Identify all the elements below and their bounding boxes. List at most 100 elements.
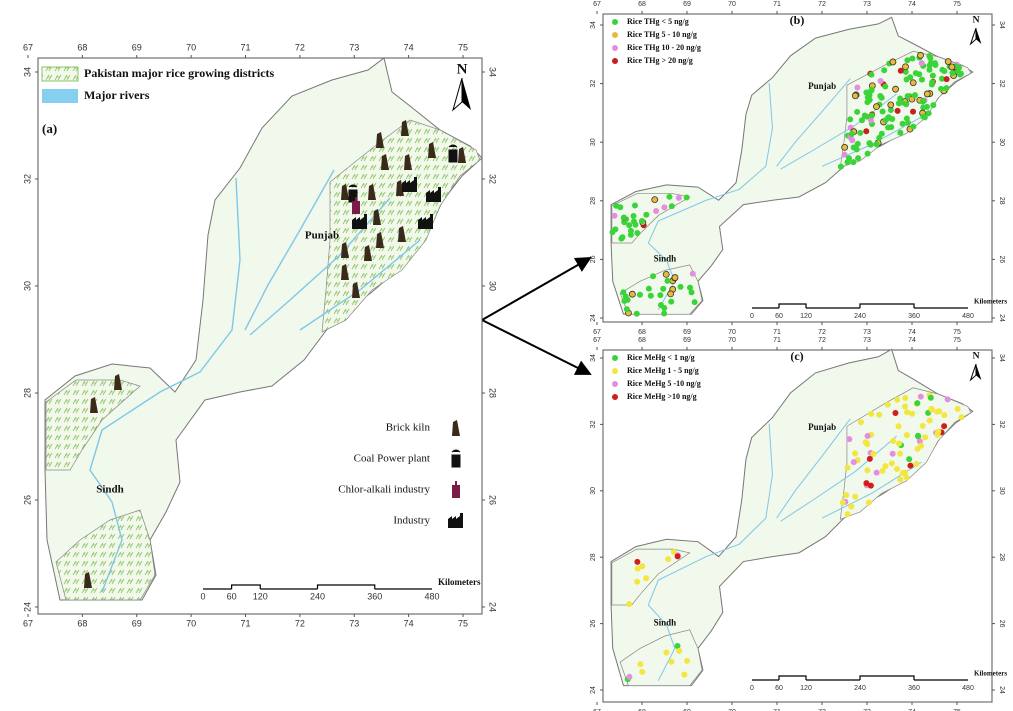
scale-label: 0 — [750, 685, 754, 692]
lon-tick-label: 72 — [818, 329, 826, 336]
sample-point — [864, 433, 871, 440]
lat-tick-label: 34 — [998, 21, 1005, 29]
sample-point — [877, 93, 884, 100]
sample-point — [906, 456, 913, 463]
sample-point — [903, 474, 910, 481]
sample-point — [637, 661, 644, 668]
scale-label: 240 — [854, 685, 866, 692]
scale-segment — [778, 303, 807, 308]
lat-tick-label: 24 — [22, 602, 32, 612]
brick-kiln-icon — [376, 132, 384, 148]
sample-point — [660, 285, 667, 292]
sample-point — [677, 283, 684, 290]
lat-tick-label: 30 — [590, 138, 597, 146]
sample-point — [895, 423, 902, 430]
sample-point — [892, 410, 899, 417]
scale-label: 480 — [424, 591, 439, 601]
brick-kiln-icon — [352, 282, 360, 298]
scale-unit: Kilometers — [438, 577, 481, 587]
lat-tick-label: 28 — [590, 197, 597, 205]
lon-tick-label: 74 — [404, 618, 414, 628]
lon-tick-label: 70 — [728, 709, 736, 711]
sample-point — [911, 92, 918, 99]
sample-point — [650, 273, 657, 280]
lat-tick-label: 26 — [998, 620, 1005, 628]
brick-kiln-icon — [114, 374, 122, 390]
sample-point — [634, 565, 641, 572]
brick-kiln-icon — [341, 264, 349, 280]
sample-point — [852, 493, 859, 500]
lat-tick-label: 26 — [590, 255, 597, 263]
sample-point — [918, 442, 925, 449]
sample-point — [839, 499, 846, 506]
sample-point — [927, 394, 934, 401]
sample-point — [850, 459, 857, 466]
sample-point — [873, 103, 880, 111]
sample-point — [904, 409, 911, 416]
lon-tick-label: 73 — [863, 709, 871, 711]
sample-point — [674, 553, 681, 560]
legend-label: Rice THg < 5 ng/g — [627, 17, 689, 26]
sample-point — [668, 203, 675, 210]
north-arrow — [976, 28, 982, 44]
sample-point — [665, 556, 672, 563]
region-label: Sindh — [654, 618, 677, 628]
legend-label: Rice MeHg 5 -10 ng/g — [627, 379, 701, 388]
sample-point — [847, 116, 854, 123]
sample-point — [661, 204, 668, 211]
sample-point — [844, 464, 851, 471]
sample-point — [684, 657, 691, 664]
lat-tick-label: 30 — [590, 487, 597, 495]
region-label: Sindh — [96, 484, 124, 496]
industry-icon — [448, 513, 463, 528]
sample-point — [873, 141, 880, 148]
north-label: N — [972, 14, 979, 25]
sample-point — [890, 438, 897, 445]
sample-point — [922, 434, 929, 441]
sample-point — [621, 219, 628, 226]
sample-point — [664, 277, 671, 284]
brick-kiln-icon — [90, 397, 98, 413]
region-label: Sindh — [654, 253, 677, 263]
region-label: Punjab — [808, 81, 836, 91]
lon-tick-label: 71 — [240, 42, 250, 52]
brick-kiln-icon — [428, 142, 436, 158]
legend-swatch — [612, 394, 618, 400]
sample-point — [904, 57, 911, 64]
scale-label: 480 — [962, 685, 974, 692]
lon-tick-label: 68 — [77, 618, 87, 628]
scale-segment — [316, 584, 376, 589]
legend-swatch — [612, 19, 618, 25]
sample-point — [910, 108, 917, 115]
legend-swatch — [612, 355, 618, 361]
legend-label: Rice MeHg < 1 ng/g — [627, 353, 695, 362]
lat-tick-label: 26 — [22, 495, 32, 505]
scale-label: 60 — [775, 313, 783, 320]
brick-kiln-icon — [401, 120, 409, 136]
lon-tick-label: 73 — [863, 329, 871, 336]
sample-point — [621, 297, 628, 304]
facility-label: Industry — [393, 515, 430, 527]
lon-tick-label: 73 — [863, 337, 871, 344]
scale-label: 360 — [367, 591, 382, 601]
brick-kiln-icon — [364, 245, 372, 261]
sample-point — [663, 649, 670, 656]
sample-point — [897, 129, 904, 136]
lon-tick-label: 73 — [349, 42, 359, 52]
legend-swatch — [612, 381, 618, 387]
sample-point — [651, 196, 659, 204]
sample-point — [876, 411, 883, 418]
panel-label: (c) — [790, 349, 803, 363]
sample-point — [691, 299, 698, 306]
lon-tick-label: 75 — [953, 337, 961, 344]
facility-label: Coal Power plant — [354, 453, 430, 465]
sample-point — [623, 306, 630, 313]
sample-point — [879, 467, 886, 474]
sample-point — [626, 222, 633, 229]
sample-point — [878, 130, 885, 137]
sample-point — [881, 67, 888, 74]
sample-point — [864, 467, 871, 474]
sample-point — [935, 428, 942, 435]
scale-label: 360 — [908, 313, 920, 320]
